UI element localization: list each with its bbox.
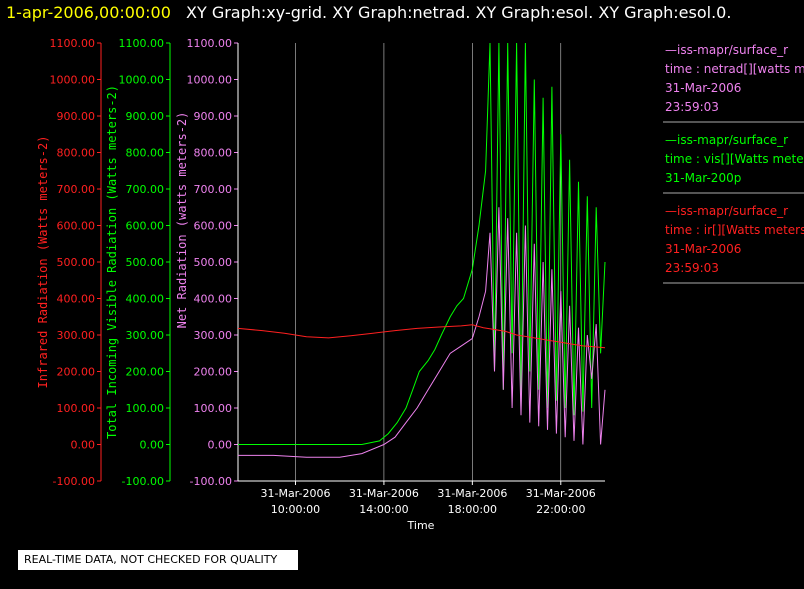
x-tick-label-date: 31-Mar-2006 [526,487,596,500]
vis-axis: -100.00 0.00 100.00 200.00 300.00 400.00 500.0… [119,37,171,488]
y-tick-label: 200.00 [57,366,96,379]
y-tick-label: 1000.00 [50,74,96,87]
y-tick-label: 900.00 [57,110,96,123]
y-tick-label: 0.00 [208,439,233,452]
y-tick-label: 600.00 [194,220,233,233]
y-tick-label: 1100.00 [187,37,233,50]
x-tick-label-time: 22:00:00 [536,503,585,516]
legend-item-source: —iss-mapr/surface_r [665,133,788,147]
y-tick-label: 900.00 [126,110,165,123]
x-tick-label-time: 14:00:00 [359,503,408,516]
y-tick-label: -100.00 [53,475,95,488]
legend-item-text: 23:59:03 [665,261,719,275]
x-axis: 31-Mar-2006 10:00:00 31-Mar-2006 14:00:00 31… [238,480,605,516]
x-axis-label: Time [407,519,435,532]
y-tick-label: 100.00 [194,402,233,415]
legend-item-text: 31-Mar-2006 [665,81,741,95]
y-tick-label: 200.00 [194,366,233,379]
y-tick-label: 100.00 [126,402,165,415]
y-tick-label: 400.00 [57,293,96,306]
y-tick-label: 1000.00 [119,74,165,87]
y-tick-label: 300.00 [57,329,96,342]
y-tick-label: 800.00 [126,147,165,160]
y-tick-label: 200.00 [126,366,165,379]
y-tick-label: 500.00 [126,256,165,269]
ir-axis: -100.00 0.00 100.00 200.00 300.00 400.00 500.0… [50,37,102,488]
chart-title-graphs: XY Graph:xy-grid. XY Graph:netrad. XY Gr… [186,3,731,22]
y-tick-label: 1000.00 [187,74,233,87]
y-tick-label: 800.00 [194,147,233,160]
legend-item-text: time : vis[][Watts meter [665,152,804,166]
y-tick-label: -100.00 [122,475,164,488]
y-tick-label: 100.00 [57,402,96,415]
ir-axis-label: Infrared Radiation (Watts meters-2) [36,136,50,389]
y-tick-label: 600.00 [126,220,165,233]
legend-item-text: time : ir[][Watts meters [665,223,804,237]
x-tick-label-date: 31-Mar-2006 [349,487,419,500]
quality-disclaimer: REAL-TIME DATA, NOT CHECKED FOR QUALITY [18,550,298,570]
x-tick-label-date: 31-Mar-2006 [260,487,330,500]
net-axis: -100.00 0.00 100.00 200.00 300.00 400.00 500.0… [187,37,239,488]
y-tick-label: 1100.00 [119,37,165,50]
y-tick-label: 500.00 [194,256,233,269]
plot-area [237,43,562,481]
y-tick-label: 900.00 [194,110,233,123]
ir-series-line [237,324,606,349]
legend-item-text: 31-Mar-2006 [665,242,741,256]
y-tick-label: 700.00 [57,183,96,196]
y-tick-label: 1100.00 [50,37,96,50]
legend-item-source: —iss-mapr/surface_r [665,43,788,57]
y-tick-label: -100.00 [190,475,232,488]
x-tick-label-date: 31-Mar-2006 [437,487,507,500]
y-tick-label: 0.00 [71,439,96,452]
chart-title-date: 1-apr-2006,00:00:00 [6,3,171,22]
vis-axis-label: Total Incoming Visible Radiation (Watts … [105,85,119,439]
legend-item-text: 31-Mar-200p [665,171,741,185]
y-tick-label: 400.00 [194,293,233,306]
x-tick-label-time: 18:00:00 [448,503,497,516]
y-tick-label: 400.00 [126,293,165,306]
y-tick-label: 300.00 [194,329,233,342]
vis-series-line [238,42,606,445]
y-tick-label: 500.00 [57,256,96,269]
y-tick-label: 700.00 [194,183,233,196]
y-tick-label: 600.00 [57,220,96,233]
y-tick-label: 0.00 [140,439,165,452]
y-tick-label: 300.00 [126,329,165,342]
series-layer [237,42,606,458]
net-series-line [238,207,606,458]
legend-item-text: time : netrad[][watts me [665,62,804,76]
legend-item-text: 23:59:03 [665,100,719,114]
legend-item-source: —iss-mapr/surface_r [665,204,788,218]
x-tick-label-time: 10:00:00 [271,503,320,516]
y-tick-label: 800.00 [57,147,96,160]
y-tick-label: 700.00 [126,183,165,196]
net-axis-label: Net Radiation (watts meters-2) [175,112,189,329]
